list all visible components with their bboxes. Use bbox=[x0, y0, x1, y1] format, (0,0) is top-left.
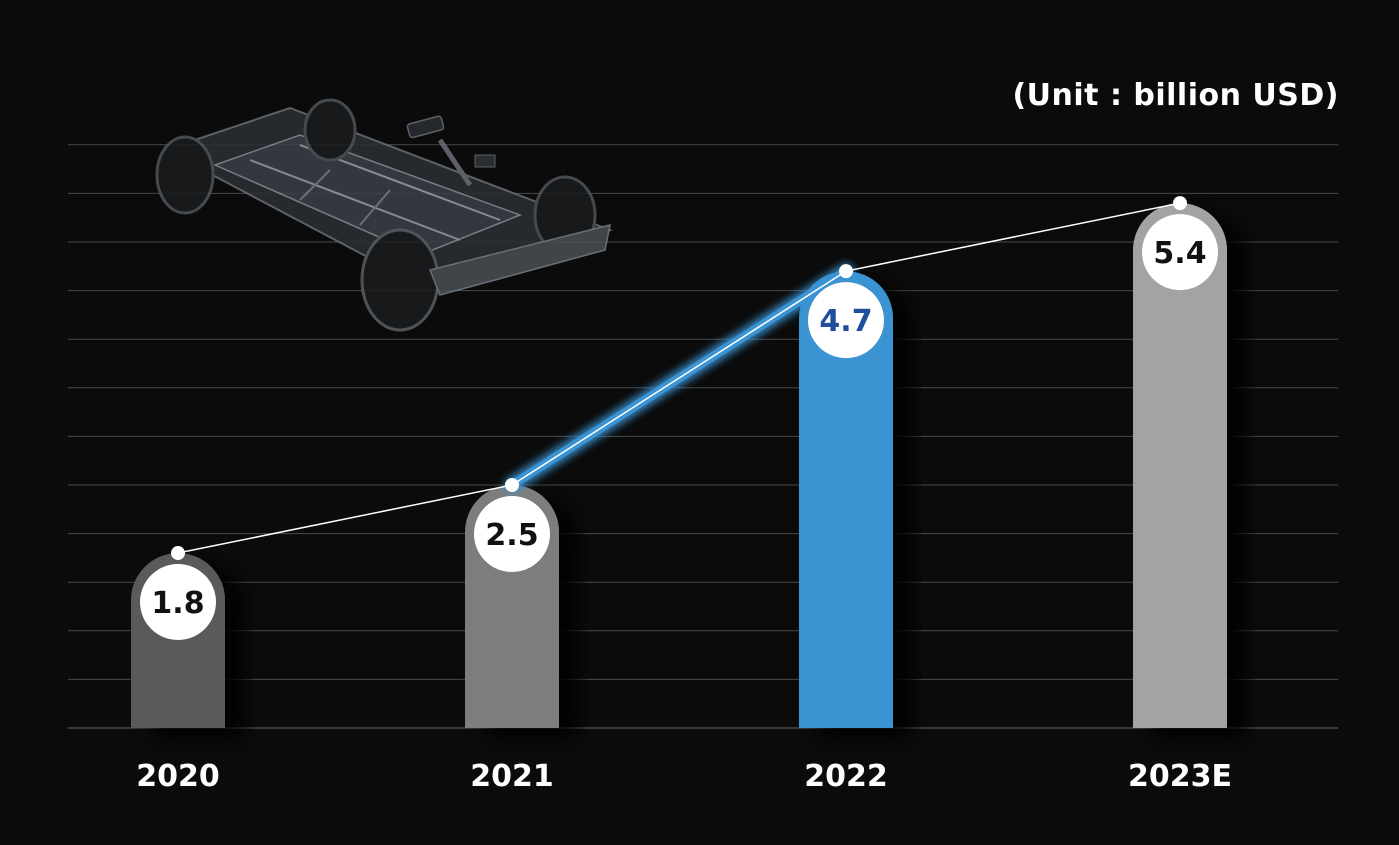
value-label-2021: 2.5 bbox=[485, 518, 538, 553]
value-badge-2022 bbox=[808, 282, 884, 359]
bar-2023E bbox=[1133, 203, 1227, 728]
value-badge-2020 bbox=[140, 564, 216, 641]
ev-chassis-icon bbox=[155, 98, 613, 332]
x-tick-label: 2023E bbox=[1128, 759, 1232, 794]
x-tick-label: 2022 bbox=[804, 759, 888, 794]
trend-point-2023E bbox=[1173, 196, 1187, 211]
x-tick-label: 2020 bbox=[136, 759, 220, 794]
bar-2022 bbox=[799, 271, 893, 728]
unit-label: (Unit : billion USD) bbox=[1012, 78, 1339, 113]
trend-point-2021 bbox=[505, 478, 519, 492]
trend-point-2022 bbox=[839, 264, 853, 279]
value-label-2023E: 5.4 bbox=[1153, 236, 1206, 271]
trend-line bbox=[177, 202, 1181, 554]
value-label-2020: 1.8 bbox=[151, 586, 204, 621]
trend-point-2020 bbox=[171, 546, 185, 561]
x-tick-label: 2021 bbox=[470, 759, 554, 794]
value-badge-2023E bbox=[1142, 214, 1218, 291]
value-badge-2021 bbox=[474, 496, 550, 572]
gridlines bbox=[68, 144, 1338, 729]
value-label-2022: 4.7 bbox=[819, 304, 872, 339]
